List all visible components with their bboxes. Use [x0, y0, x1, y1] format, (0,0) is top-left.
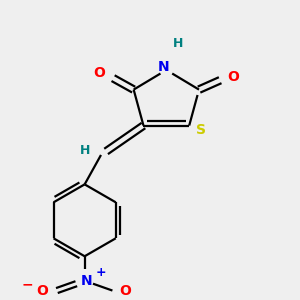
Text: H: H [80, 144, 90, 157]
Text: O: O [227, 70, 239, 83]
Text: N: N [157, 60, 169, 74]
Text: +: + [96, 266, 106, 279]
Text: O: O [36, 284, 48, 298]
Text: H: H [172, 38, 183, 50]
Text: N: N [80, 274, 92, 288]
Text: O: O [120, 284, 131, 298]
Text: O: O [93, 66, 105, 80]
Text: −: − [22, 277, 33, 291]
Text: S: S [196, 124, 206, 137]
